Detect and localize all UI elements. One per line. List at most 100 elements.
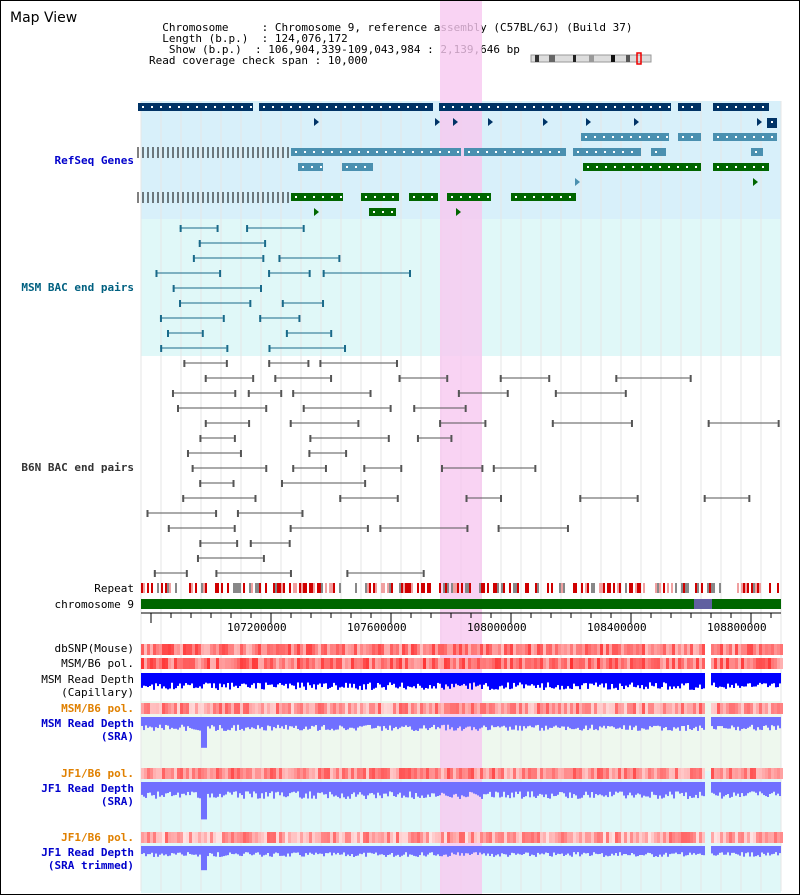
depth-bar <box>753 846 755 857</box>
heat-cell <box>447 832 450 843</box>
track-label-b6n-bac[interactable]: B6N BAC end pairs <box>21 461 134 474</box>
heat-cell <box>258 832 261 843</box>
gene-block <box>298 163 323 171</box>
gene-exon-mark <box>641 106 643 108</box>
heat-cell <box>348 768 351 779</box>
depth-bar <box>491 782 493 797</box>
depth-bar <box>265 673 267 683</box>
gene-exon-mark <box>691 136 693 138</box>
depth-bar <box>657 846 659 857</box>
heat-cell <box>621 644 624 655</box>
gene-exon-mark <box>631 151 633 153</box>
depth-bar <box>347 782 349 797</box>
repeat-mark <box>175 583 177 593</box>
depth-bar <box>439 673 441 684</box>
depth-bar <box>535 782 537 798</box>
gene-exon-mark <box>549 151 551 153</box>
heat-cell <box>192 768 195 779</box>
heat-cell <box>456 703 459 714</box>
depth-bar <box>315 673 317 690</box>
depth-bar <box>523 782 525 798</box>
track-label-msm-depth-sra[interactable]: MSM Read Depth (SRA) <box>41 717 134 743</box>
heat-cell <box>597 832 600 843</box>
depth-bar <box>715 782 717 796</box>
depth-bar <box>507 846 509 857</box>
heat-cell <box>387 768 390 779</box>
repeat-mark <box>563 583 565 593</box>
track-label-msm-b6-pol[interactable]: MSM/B6 pol. <box>61 657 134 670</box>
gene-exon-mark <box>469 196 471 198</box>
bac-end <box>330 375 333 382</box>
heat-cell <box>351 832 354 843</box>
heat-cell <box>762 644 765 655</box>
depth-bar <box>345 673 347 683</box>
gene-exon-mark <box>595 151 597 153</box>
depth-bar <box>411 717 413 730</box>
track-label-msm-b6-pol-2[interactable]: MSM/B6 pol. <box>61 702 134 715</box>
heat-cell <box>549 644 552 655</box>
depth-bar <box>333 782 335 797</box>
heat-cell <box>720 832 723 843</box>
heat-cell <box>507 644 510 655</box>
heat-cell <box>402 703 405 714</box>
heat-cell <box>657 658 660 669</box>
track-label-refseq[interactable]: RefSeq Genes <box>54 154 134 167</box>
track-label-dbsnp[interactable]: dbSNP(Mouse) <box>54 642 134 655</box>
track-label-jf1-b6-pol[interactable]: JF1/B6 pol. <box>61 767 134 780</box>
depth-bar <box>447 782 449 797</box>
heat-cell <box>189 703 192 714</box>
depth-bar <box>275 673 277 688</box>
depth-bar <box>647 717 649 730</box>
depth-bar <box>775 673 777 688</box>
depth-bar <box>275 846 277 853</box>
heat-cell <box>375 768 378 779</box>
heat-cell <box>333 658 336 669</box>
depth-bar <box>265 846 267 855</box>
depth-bar <box>577 846 579 853</box>
depth-bar <box>263 846 265 856</box>
depth-bar <box>757 673 759 685</box>
bac-end <box>146 510 149 517</box>
track-label-msm-bac[interactable]: MSM BAC end pairs <box>21 281 134 294</box>
heat-cell <box>681 768 684 779</box>
heat-cell <box>369 768 372 779</box>
heat-cell <box>555 768 558 779</box>
gene-exon-mark <box>762 166 764 168</box>
depth-bar <box>685 846 687 856</box>
depth-bar <box>503 673 505 689</box>
heat-cell <box>447 768 450 779</box>
depth-bar <box>153 782 155 796</box>
depth-bar <box>597 846 599 855</box>
heat-cell <box>339 658 342 669</box>
depth-bar <box>219 673 221 684</box>
track-label-jf1-b6-pol-2[interactable]: JF1/B6 pol. <box>61 831 134 844</box>
heat-cell <box>360 703 363 714</box>
bac-end <box>579 495 582 502</box>
repeat-mark <box>319 583 321 593</box>
track-label-jf1-depth-trimmed[interactable]: JF1 Read Depth (SRA trimmed) <box>41 846 134 872</box>
repeat-mark <box>609 583 611 593</box>
depth-bar <box>421 782 423 796</box>
depth-bar <box>467 782 469 797</box>
track-label-jf1-depth-sra[interactable]: JF1 Read Depth (SRA) <box>41 782 134 808</box>
depth-bar <box>469 782 471 792</box>
depth-bar <box>609 846 611 856</box>
depth-bar <box>143 846 145 854</box>
repeat-mark <box>701 583 703 593</box>
repeat-mark <box>617 583 619 593</box>
heat-cell <box>651 658 654 669</box>
depth-bar <box>445 673 447 685</box>
depth-bar <box>329 717 331 731</box>
depth-bar <box>475 846 477 853</box>
heat-cell <box>717 832 720 843</box>
bac-end <box>409 270 412 277</box>
heat-cell <box>144 658 147 669</box>
depth-bar <box>183 782 185 794</box>
depth-bar <box>469 717 471 727</box>
depth-bar <box>761 717 763 730</box>
heat-cell <box>426 703 429 714</box>
bac-end <box>466 525 469 532</box>
track-label-msm-depth-capillary[interactable]: MSM Read Depth (Capillary) <box>41 673 134 699</box>
depth-bar <box>141 673 143 688</box>
